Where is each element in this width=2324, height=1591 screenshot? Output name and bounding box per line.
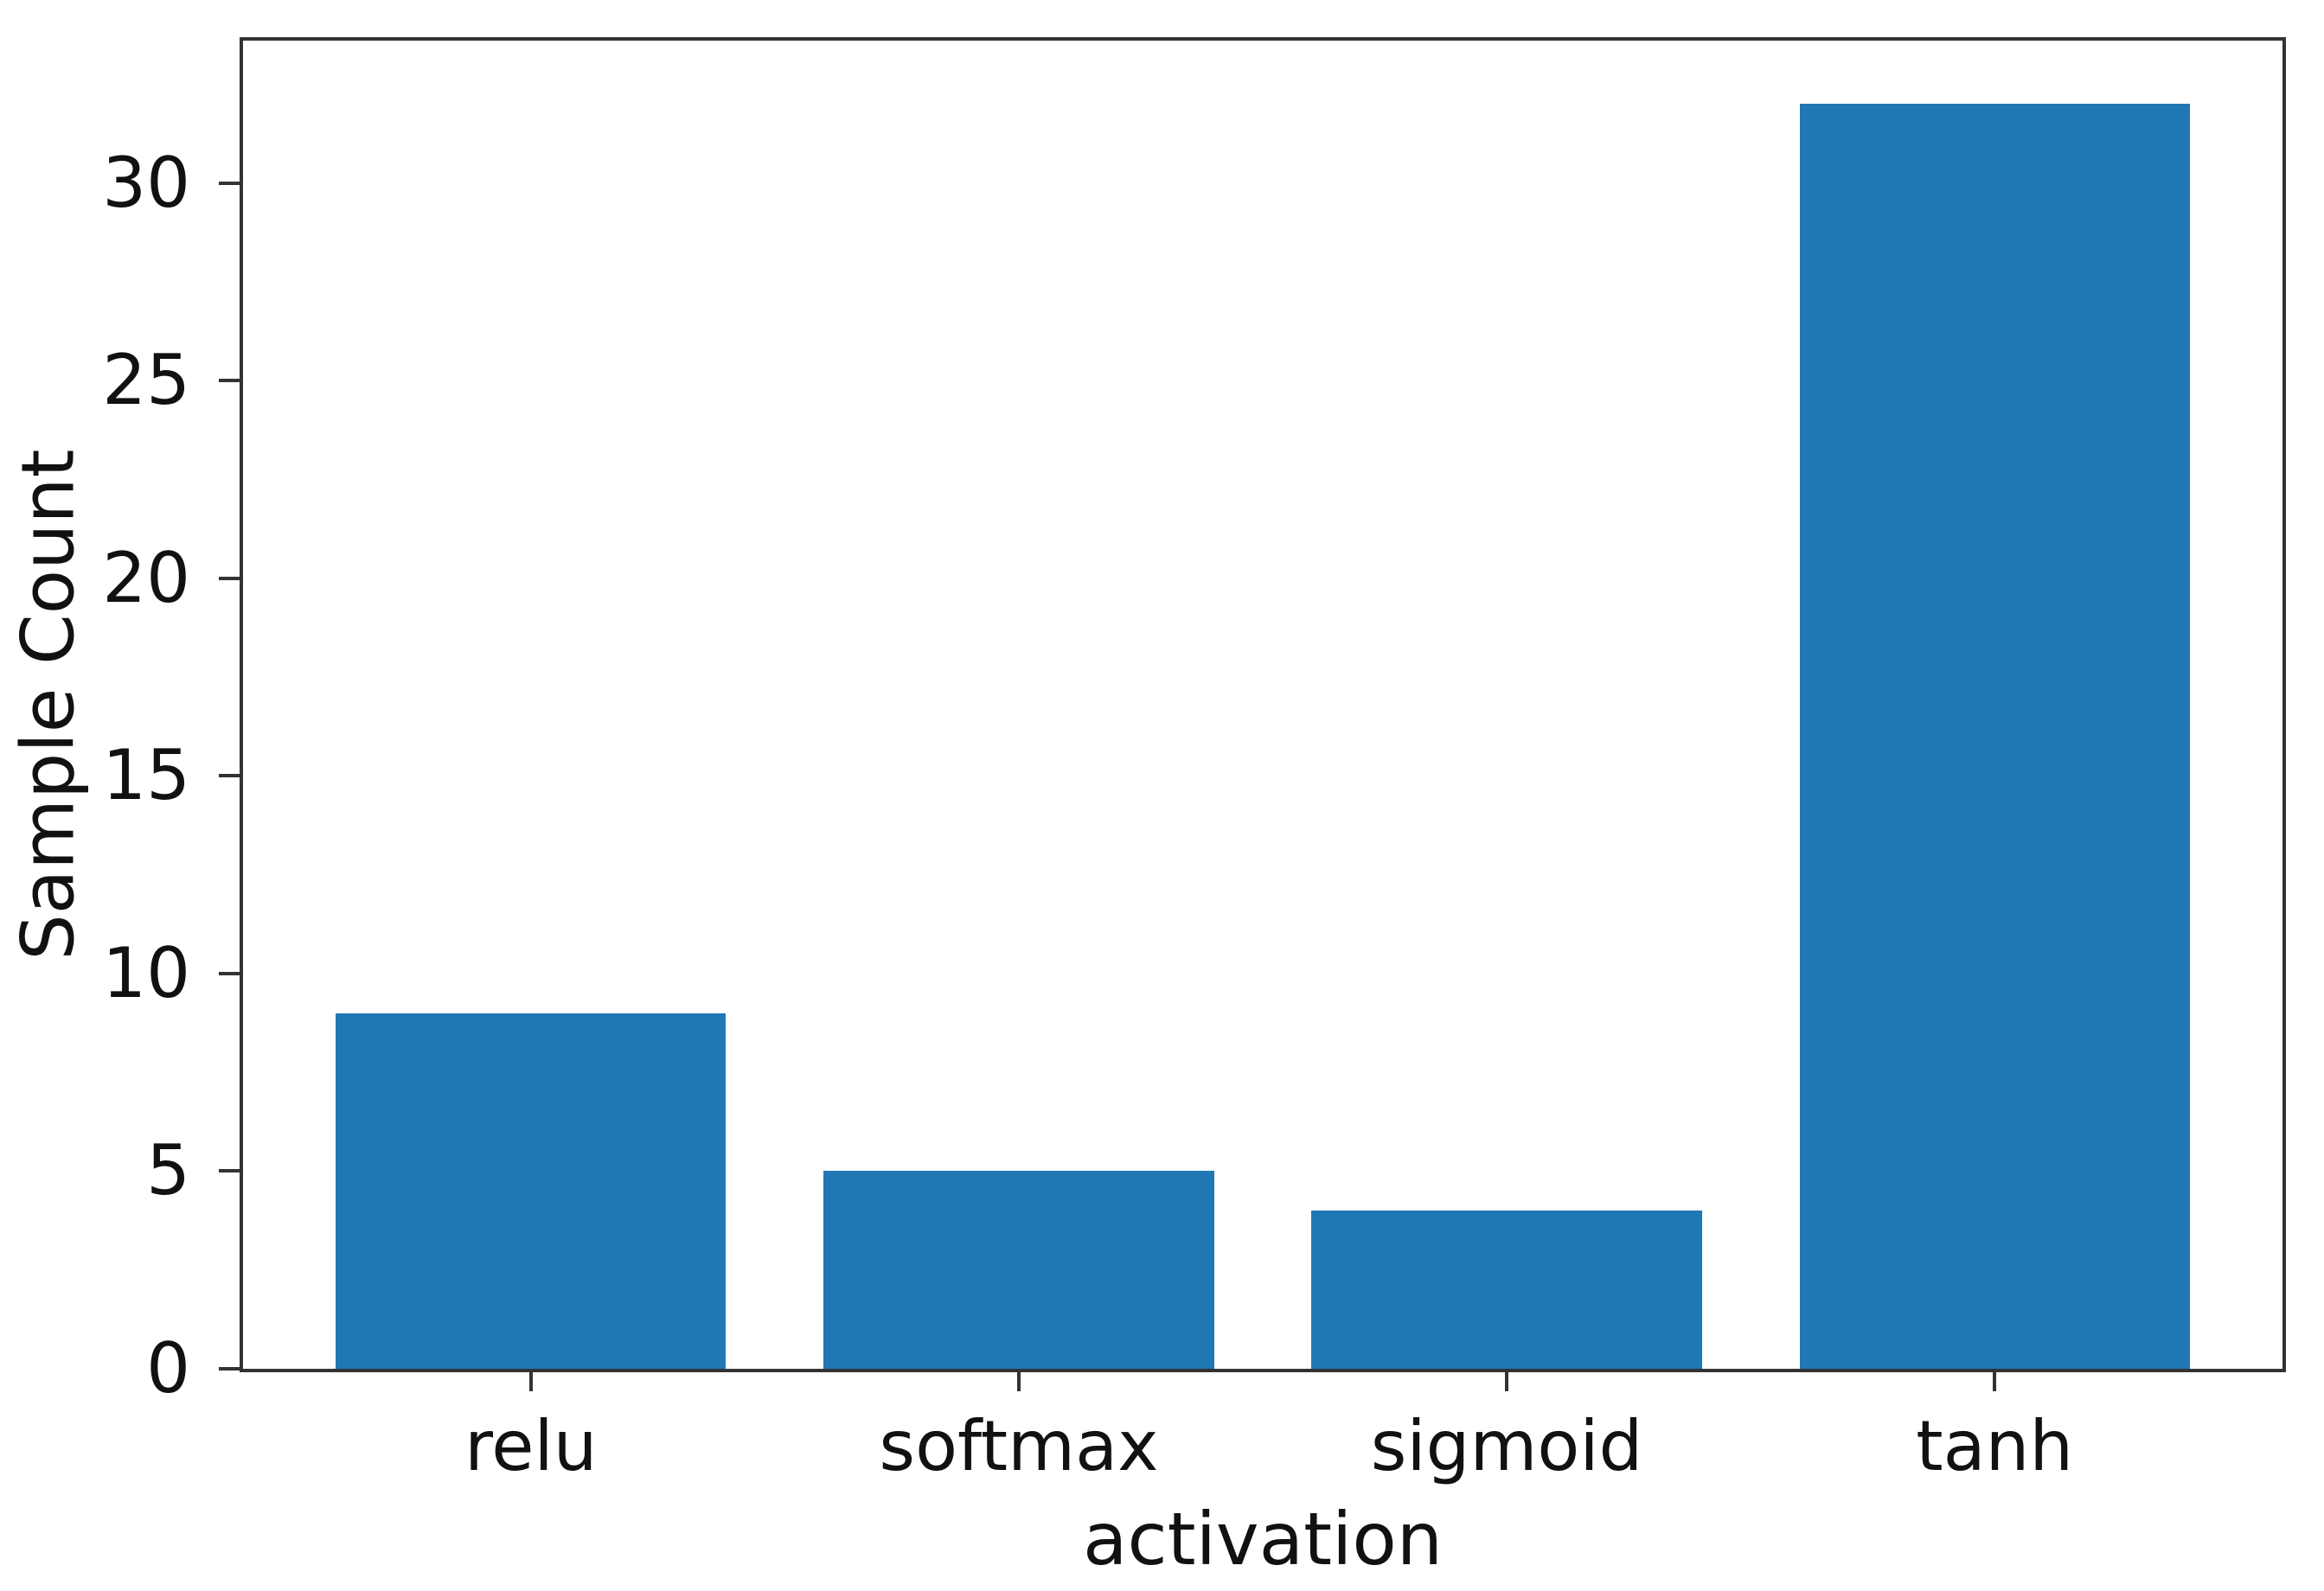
y-tick-label: 0 (146, 1328, 190, 1409)
bar-tanh (1799, 104, 2190, 1369)
bar-relu (336, 1013, 727, 1369)
y-tick-label: 10 (102, 932, 190, 1013)
y-tick-mark (219, 971, 240, 975)
y-tick-label: 30 (102, 142, 190, 223)
x-axis-label: activation (1082, 1497, 1444, 1581)
y-tick-mark (219, 774, 240, 778)
bar-softmax (823, 1171, 1214, 1369)
y-tick-mark (219, 576, 240, 580)
y-tick-label: 20 (102, 537, 190, 618)
y-tick-mark (219, 1169, 240, 1173)
plot-area: 0 5 10 15 20 25 30 relu softmax sigmoid tanh (102, 37, 2286, 1486)
x-tick-label: relu (464, 1406, 598, 1486)
x-tick-mark (1505, 1372, 1509, 1391)
x-tick-label: sigmoid (1370, 1406, 1643, 1486)
y-tick-mark (219, 379, 240, 383)
x-tick-mark (1993, 1372, 1997, 1391)
x-tick-label: tanh (1916, 1406, 2074, 1486)
y-axis-label: Sample Count (6, 449, 91, 961)
x-tick-mark (1016, 1372, 1021, 1391)
y-tick-mark (219, 181, 240, 185)
y-tick-label: 5 (146, 1130, 190, 1211)
y-tick-mark (219, 1367, 240, 1371)
x-tick-mark (528, 1372, 533, 1391)
y-tick-label: 15 (102, 735, 190, 816)
bar-sigmoid (1311, 1211, 1702, 1369)
y-tick-label: 25 (102, 340, 190, 421)
x-tick-label: softmax (879, 1406, 1159, 1486)
